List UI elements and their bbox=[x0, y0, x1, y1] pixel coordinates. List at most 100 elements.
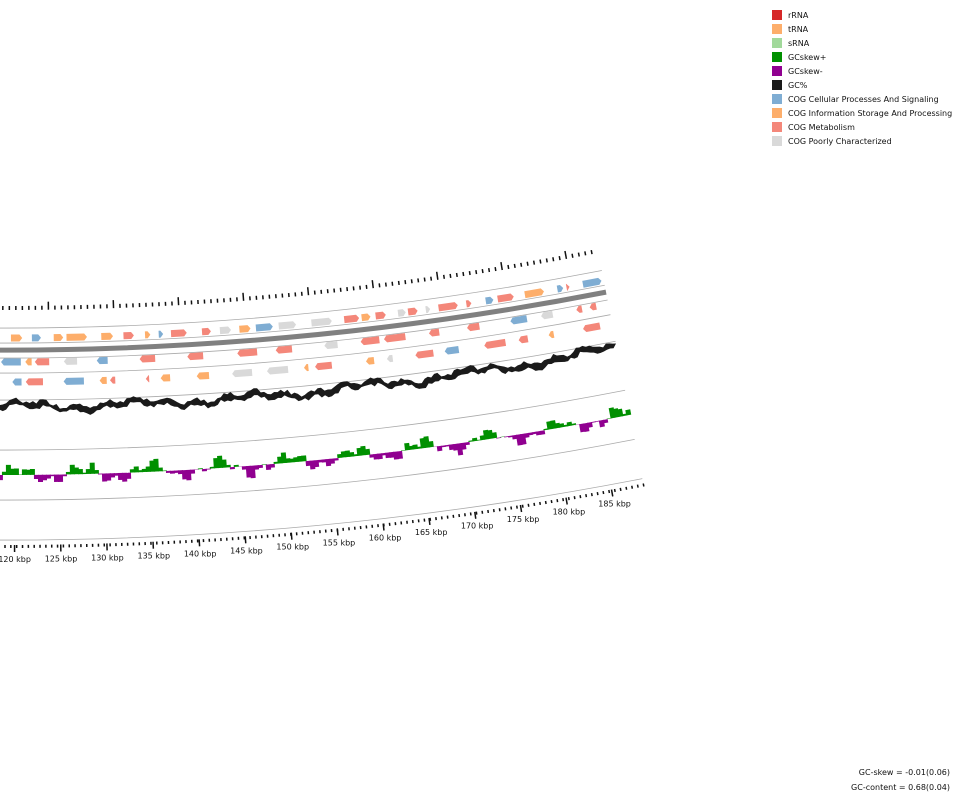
outer-tick bbox=[532, 260, 536, 265]
major-tick bbox=[290, 532, 293, 540]
track-ring bbox=[0, 284, 605, 344]
gene-feature bbox=[576, 305, 583, 313]
gene-feature bbox=[160, 374, 171, 382]
legend-item-gcskew-neg: GCskew- bbox=[772, 64, 952, 78]
gc-skew-bar bbox=[452, 443, 459, 451]
outer-tick bbox=[404, 280, 407, 285]
legend-label: GC% bbox=[788, 80, 808, 90]
outer-tick bbox=[481, 268, 484, 274]
gene-feature bbox=[510, 315, 528, 325]
legend-item-cog-poorly: COG Poorly Characterized bbox=[772, 134, 952, 148]
outer-tick bbox=[539, 259, 542, 264]
gc-skew-bar bbox=[423, 436, 430, 448]
gene-feature bbox=[123, 331, 134, 340]
gc-skew-bar bbox=[329, 458, 335, 464]
legend-label: GCskew+ bbox=[788, 52, 827, 62]
track-ring bbox=[0, 478, 643, 541]
gene-feature bbox=[66, 333, 87, 341]
gc-skew-bar bbox=[586, 421, 593, 428]
gene-feature bbox=[397, 309, 406, 317]
major-tick bbox=[610, 489, 614, 497]
minor-tick bbox=[625, 486, 628, 490]
gc-skew-bar bbox=[364, 448, 371, 456]
gc-skew-bar bbox=[515, 434, 523, 446]
gc-skew-bar bbox=[436, 445, 443, 452]
gene-feature bbox=[25, 378, 44, 386]
tick-label: 150 kbp bbox=[276, 543, 309, 552]
gene-feature bbox=[315, 361, 333, 371]
gene-feature bbox=[311, 317, 332, 327]
minor-tick bbox=[567, 497, 570, 501]
tick-label: 125 kbp bbox=[45, 555, 78, 564]
gene-feature bbox=[34, 358, 50, 366]
outer-tick bbox=[430, 276, 433, 281]
gene-feature bbox=[266, 365, 289, 375]
backbone-ring bbox=[0, 289, 607, 353]
legend-item-rrna: rRNA bbox=[772, 8, 952, 22]
tick-label: 160 kbp bbox=[369, 533, 402, 542]
legend-swatch bbox=[772, 66, 782, 76]
gene-feature bbox=[497, 293, 514, 303]
gc-skew-bar bbox=[419, 437, 426, 449]
gene-feature bbox=[548, 330, 555, 339]
gc-content-stat: GC-content = 0.68(0.04) bbox=[851, 783, 950, 792]
minor-tick bbox=[631, 485, 634, 489]
gene-feature bbox=[101, 332, 114, 341]
minor-tick bbox=[590, 493, 593, 497]
gc-skew-bar bbox=[297, 455, 303, 462]
tick-label: 120 kbp bbox=[0, 555, 31, 564]
outer-tick bbox=[455, 272, 458, 278]
legend-swatch bbox=[772, 94, 782, 104]
gene-feature bbox=[145, 375, 150, 383]
gene-feature bbox=[583, 322, 601, 332]
gc-skew-bar bbox=[217, 455, 223, 469]
gc-skew-bar bbox=[397, 450, 403, 460]
tick-label: 180 kbp bbox=[553, 507, 586, 516]
gene-feature bbox=[201, 327, 211, 336]
major-tick bbox=[428, 517, 431, 526]
gc-skew-bar bbox=[385, 452, 391, 459]
outer-tick bbox=[242, 292, 245, 301]
gene-feature bbox=[239, 325, 251, 333]
legend-item-cog-cellular: COG Cellular Processes And Signaling bbox=[772, 92, 952, 106]
gene-feature bbox=[158, 330, 164, 338]
outer-tick bbox=[371, 280, 374, 289]
tick-label: 175 kbp bbox=[507, 515, 540, 524]
gene-feature bbox=[444, 346, 460, 355]
gc-skew-bar bbox=[344, 450, 351, 458]
legend: rRNA tRNA sRNA GCskew+ GCskew- GC% COG C… bbox=[772, 8, 952, 148]
gene-feature bbox=[383, 333, 406, 343]
outer-tick bbox=[571, 253, 574, 258]
legend-swatch bbox=[772, 24, 782, 34]
gene-feature bbox=[425, 305, 431, 314]
outer-tick bbox=[500, 261, 503, 271]
gene-feature bbox=[144, 331, 151, 339]
gc-skew-bar bbox=[393, 451, 400, 460]
gc-skew-bar bbox=[583, 422, 590, 432]
gc-skew-bar bbox=[221, 459, 227, 468]
legend-label: COG Poorly Characterized bbox=[788, 136, 892, 146]
legend-swatch bbox=[772, 122, 782, 132]
gene-feature bbox=[565, 283, 570, 291]
major-tick bbox=[382, 523, 385, 531]
outer-tick bbox=[494, 266, 497, 272]
gene-feature bbox=[556, 284, 564, 293]
gc-skew-track bbox=[0, 407, 632, 483]
gene-feature bbox=[275, 345, 293, 354]
gc-skew-bar bbox=[412, 444, 418, 450]
major-tick bbox=[336, 528, 339, 536]
gc-skew-bar bbox=[373, 453, 379, 460]
minor-tick bbox=[579, 495, 582, 499]
track-ring bbox=[0, 340, 616, 401]
outer-tick bbox=[520, 262, 523, 267]
gene-feature bbox=[110, 376, 116, 384]
legend-item-trna: tRNA bbox=[772, 22, 952, 36]
track-ring bbox=[0, 314, 611, 374]
gene-feature bbox=[407, 307, 418, 316]
gc-skew-bar bbox=[558, 423, 565, 428]
gene-feature bbox=[278, 321, 297, 330]
outer-tick bbox=[590, 250, 593, 255]
gene-feature bbox=[361, 313, 371, 322]
tick-label: 170 kbp bbox=[461, 522, 494, 531]
